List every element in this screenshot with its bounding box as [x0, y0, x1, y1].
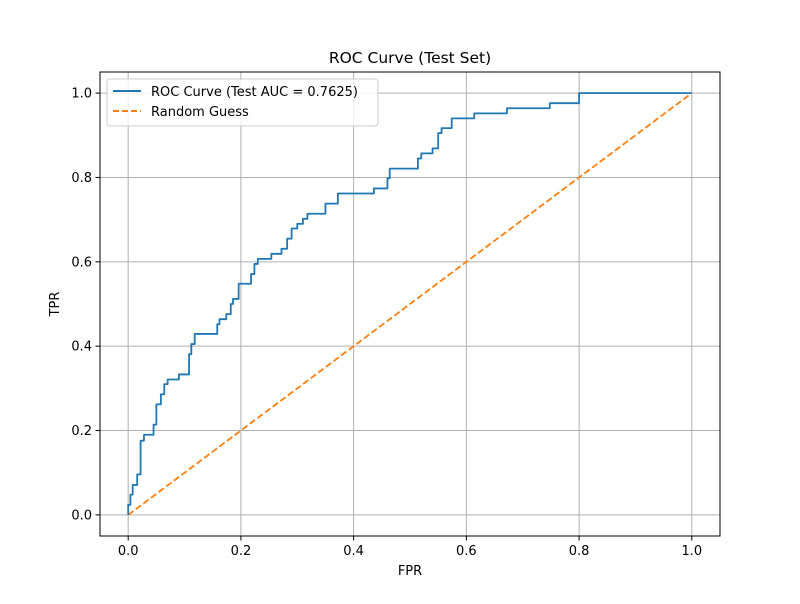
y-tick-label: 0.2 [71, 424, 92, 439]
x-tick-label: 0.2 [231, 544, 252, 559]
x-tick-label: 0.6 [456, 544, 477, 559]
y-tick-label: 0.0 [71, 508, 92, 523]
y-tick-label: 0.4 [71, 340, 92, 355]
y-tick-label: 0.8 [71, 171, 92, 186]
x-tick-label: 1.0 [681, 544, 702, 559]
y-axis-label: TPR [48, 292, 63, 318]
y-tick-label: 1.0 [71, 87, 92, 102]
legend-box [106, 78, 379, 127]
x-axis-label: FPR [398, 564, 422, 579]
chart-title: ROC Curve (Test Set) [329, 49, 491, 67]
random-guess-line [127, 92, 693, 516]
x-tick-label: 0.4 [343, 544, 364, 559]
legend-roc-label: ROC Curve (Test AUC = 0.7625) [151, 85, 358, 100]
plot-frame [99, 71, 721, 537]
grid [100, 72, 720, 536]
legend-random-label: Random Guess [151, 105, 249, 120]
legend: ROC Curve (Test AUC = 0.7625) Random Gue… [106, 78, 379, 127]
series-layer [127, 92, 693, 516]
axis-ticks: 0.0 0.2 0.4 0.6 0.8 1.0 0.0 0.2 0.4 0.6 0.8 1.0 [71, 87, 702, 559]
x-tick-label: 0.8 [569, 544, 590, 559]
roc-curve-line [127, 92, 692, 515]
y-tick-label: 0.6 [71, 255, 92, 270]
x-tick-label: 0.0 [118, 544, 139, 559]
